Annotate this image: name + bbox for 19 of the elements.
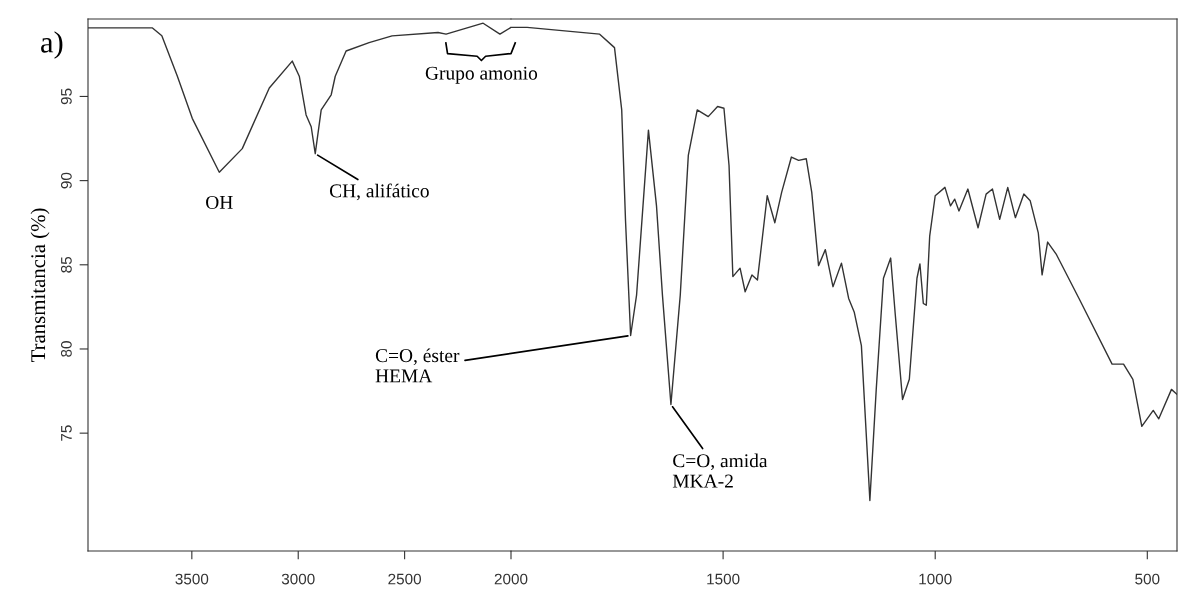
x-tick-label: 3500 (175, 573, 209, 585)
text: a) (41, 31, 63, 59)
x-tick-label: 3000 (281, 573, 315, 585)
y-axis-title: Transmitancia (%) (30, 208, 50, 363)
x-tick-label: 500 (1135, 573, 1160, 585)
x-tick-label: 2500 (388, 573, 422, 585)
x-tick-label: 1000 (919, 573, 952, 585)
annotation: CH, alifático (329, 183, 429, 201)
y-tick-label: 90 (60, 172, 72, 189)
y-tick-label: 85 (60, 256, 72, 273)
annotation: OH (206, 195, 233, 210)
y-tick-label: 80 (60, 341, 72, 357)
annotation: C=O, amida MKA-2 (672, 453, 768, 488)
annotation: Grupo amonio (425, 66, 538, 84)
x-tick-label: 1500 (707, 573, 740, 585)
annotation: C=O, éster HEMA (375, 348, 460, 383)
y-tick-label: 95 (60, 88, 72, 105)
x-tick-label: 2000 (494, 573, 528, 585)
y-tick-label: 75 (61, 425, 72, 441)
